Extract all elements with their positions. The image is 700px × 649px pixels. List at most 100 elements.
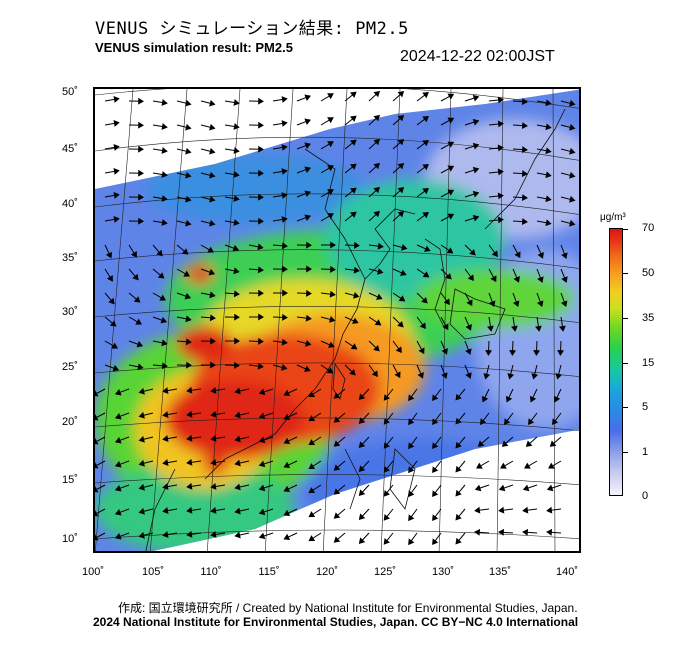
wind-arrowhead (497, 168, 504, 176)
wind-arrowhead (397, 162, 405, 170)
wind-arrowhead (186, 458, 193, 466)
map-canvas (95, 89, 579, 551)
wind-arrowhead (350, 343, 358, 350)
wind-arrowhead (162, 435, 169, 442)
wind-arrowhead (394, 371, 401, 379)
wind-arrowhead (308, 415, 316, 422)
wind-arrowhead (497, 192, 504, 200)
wind-arrowhead (442, 323, 449, 331)
wind-arrow (95, 412, 106, 419)
wind-arrowhead (373, 90, 381, 98)
wind-arrowhead (138, 97, 144, 105)
wind-arrowhead (233, 147, 240, 154)
wind-arrowhead (305, 339, 312, 347)
wind-arrowhead (281, 338, 288, 346)
wind-arrowhead (465, 324, 472, 331)
wind-arrowhead (498, 484, 506, 492)
wind-arrow (95, 388, 106, 395)
wind-arrowhead (537, 276, 544, 283)
wind-arrowhead (185, 195, 192, 203)
lon-label: 125˚ (373, 566, 397, 578)
wind-arrowhead (234, 483, 241, 491)
wind-arrowhead (350, 187, 357, 194)
wind-arrowhead (474, 528, 481, 536)
wind-arrowhead (282, 265, 288, 273)
wind-arrowhead (441, 372, 448, 379)
wind-arrowhead (327, 141, 334, 148)
wind-arrowhead (162, 483, 169, 490)
wind-arrowhead (545, 123, 552, 131)
wind-arrowhead (133, 296, 141, 303)
wind-arrowhead (447, 93, 455, 100)
wind-arrowhead (422, 163, 429, 171)
wind-arrowhead (258, 436, 266, 444)
wind-arrowhead (527, 418, 535, 425)
wind-arrowhead (210, 531, 217, 538)
wind-arrowhead (281, 96, 288, 103)
wind-arrowhead (432, 466, 439, 474)
wind-arrowhead (185, 338, 192, 346)
wind-arrowhead (327, 93, 334, 100)
wind-arrowhead (234, 387, 241, 395)
wind-arrowhead (304, 94, 312, 101)
wind-arrowhead (350, 91, 357, 98)
wind-arrowhead (258, 460, 266, 468)
wind-arrowhead (109, 320, 117, 327)
wind-arrowhead (551, 418, 559, 425)
wind-arrowhead (233, 171, 240, 178)
wind-arrowhead (329, 290, 336, 298)
wind-arrowhead (113, 96, 120, 103)
wind-arrowhead (521, 194, 528, 202)
wind-arrowhead (455, 513, 462, 521)
wind-arrow (95, 508, 106, 515)
wind-arrowhead (136, 340, 144, 348)
wind-arrowhead (474, 484, 482, 492)
wind-arrowhead (308, 487, 316, 494)
lon-label: 115˚ (258, 566, 280, 578)
wind-arrowhead (281, 120, 288, 127)
wind-arrowhead (304, 190, 312, 197)
lon-label: 110˚ (200, 566, 222, 578)
lon-label: 140˚ (555, 566, 579, 578)
wind-arrowhead (281, 144, 288, 151)
wind-arrowhead (398, 295, 406, 302)
wind-arrowhead (513, 276, 520, 283)
wind-arrowhead (477, 440, 485, 447)
wind-arrowhead (432, 538, 439, 546)
wind-arrowhead (308, 535, 316, 542)
wind-arrowhead (545, 195, 552, 203)
wind-arrowhead (210, 337, 216, 345)
wind-arrowhead (258, 217, 264, 225)
wind-arrowhead (111, 342, 118, 349)
wind-arrowhead (95, 414, 99, 421)
wind-arrowhead (383, 514, 390, 521)
wind-arrowhead (521, 170, 528, 178)
wind-arrowhead (358, 465, 366, 472)
wind-arrowhead (546, 528, 553, 536)
wind-arrowhead (472, 118, 480, 126)
wind-arrowhead (233, 290, 240, 298)
wind-arrowhead (258, 169, 264, 177)
wind-arrowhead (157, 272, 165, 279)
wind-arrowhead (304, 166, 312, 173)
wind-arrowhead (95, 438, 99, 445)
wind-arrowhead (114, 460, 122, 468)
wind-arrowhead (497, 96, 504, 104)
lat-label: 35˚ (62, 252, 78, 264)
wind-arrowhead (546, 484, 554, 492)
wind-arrowhead (476, 462, 483, 469)
wind-arrowhead (138, 145, 144, 153)
wind-arrowhead (156, 249, 163, 257)
lon-label: 120˚ (315, 566, 339, 578)
wind-arrowhead (524, 462, 531, 469)
wind-arrowhead (354, 241, 360, 249)
wind-arrowhead (408, 490, 415, 498)
wind-arrowhead (257, 362, 264, 370)
wind-arrowhead (537, 252, 544, 259)
wind-arrowhead (138, 483, 145, 491)
wind-arrowhead (233, 99, 240, 106)
wind-arrowhead (455, 537, 462, 545)
wind-arrowhead (234, 507, 241, 515)
wind-arrowhead (512, 300, 520, 308)
wind-arrowhead (558, 325, 566, 332)
